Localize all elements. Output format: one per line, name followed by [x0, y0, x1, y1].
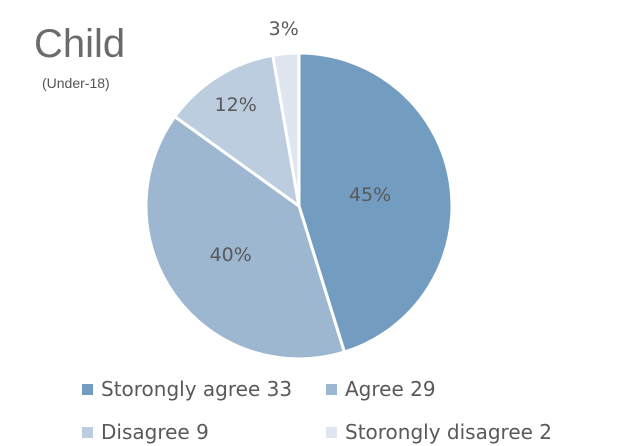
legend-label-disagree: Disagree 9: [101, 420, 209, 444]
legend-item-disagree: Disagree 9: [82, 420, 209, 444]
legend-label-storongly-disagree: Storongly disagree 2: [345, 420, 552, 444]
legend-label-storongly-agree: Storongly agree 33: [101, 377, 292, 401]
data-label-storongly-disagree: 3%: [269, 18, 299, 40]
legend-item-storongly-disagree: Storongly disagree 2: [326, 420, 552, 444]
legend-swatch-storongly-agree: [82, 384, 93, 395]
legend-label-agree: Agree 29: [345, 377, 436, 401]
data-label-storongly-agree: 45%: [349, 184, 391, 206]
data-label-disagree: 12%: [215, 94, 257, 116]
legend-item-agree: Agree 29: [326, 377, 436, 401]
data-label-agree: 40%: [210, 244, 252, 266]
legend-swatch-agree: [326, 384, 337, 395]
legend-item-storongly-agree: Storongly agree 33: [82, 377, 292, 401]
pie-slices: [146, 53, 452, 359]
legend-swatch-storongly-disagree: [326, 427, 337, 438]
legend-swatch-disagree: [82, 427, 93, 438]
